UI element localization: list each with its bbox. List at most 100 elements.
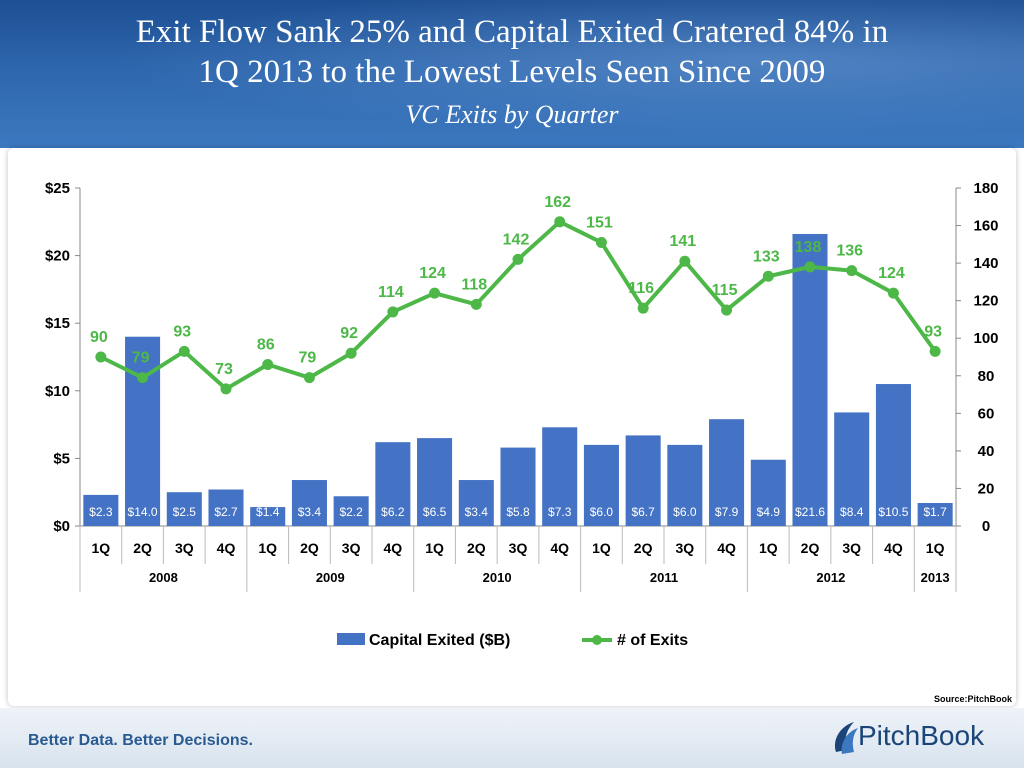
left-tick-label: $15	[45, 315, 70, 332]
exits-point	[929, 345, 941, 357]
left-tick-label: $25	[45, 180, 70, 197]
bar-value-label: $6.5	[423, 505, 447, 519]
bar-value-label: $2.2	[339, 505, 363, 519]
year-label: 2008	[149, 570, 178, 585]
exits-value-label: 124	[878, 265, 905, 282]
exits-value-label: 162	[544, 194, 571, 211]
exits-point	[846, 265, 858, 277]
exits-value-label: 79	[299, 350, 317, 367]
quarter-label: 2Q	[133, 540, 152, 556]
quarter-label: 2Q	[467, 540, 486, 556]
bar	[417, 438, 453, 526]
right-tick-label: 140	[973, 255, 998, 272]
quarter-label: 1Q	[759, 540, 778, 556]
bar	[500, 447, 536, 526]
exits-point	[804, 261, 816, 273]
legend-line-label: # of Exits	[617, 632, 688, 649]
bar-value-label: $2.5	[173, 505, 197, 519]
pitchbook-logo-icon	[834, 722, 858, 754]
exits-point	[512, 253, 524, 265]
footer-tagline: Better Data. Better Decisions.	[28, 732, 253, 749]
legend-bar-swatch	[337, 633, 365, 645]
bar-value-label: $3.4	[465, 505, 489, 519]
bar-value-label: $8.4	[840, 505, 864, 519]
bar-value-label: $6.2	[381, 505, 405, 519]
bar-value-label: $1.4	[256, 505, 280, 519]
exits-value-label: 116	[628, 280, 654, 297]
exits-point	[679, 255, 691, 267]
exits-point	[470, 298, 482, 310]
exits-value-label: 118	[461, 276, 487, 293]
quarter-label: 1Q	[92, 540, 111, 556]
bar-value-label: $7.3	[548, 505, 572, 519]
exits-value-label: 79	[132, 350, 150, 367]
chart-area: $0 $5 $10 $15 $20 $25 0 20 40 60 80 100 120 140 160 180…	[45, 180, 999, 649]
quarter-label: 4Q	[884, 540, 903, 556]
exits-value-label: 115	[712, 282, 738, 299]
exits-value-label: 124	[419, 265, 446, 282]
right-tick-label: 0	[982, 518, 990, 535]
exits-point	[387, 306, 399, 318]
source-note: Source:PitchBook	[933, 694, 1012, 704]
exits-point	[137, 372, 149, 384]
bar-value-label: $6.0	[590, 505, 614, 519]
quarter-label: 4Q	[717, 540, 736, 556]
header-banner: Exit Flow Sank 25% and Capital Exited Cr…	[0, 0, 1024, 148]
quarter-label: 1Q	[258, 540, 277, 556]
title-line-1: Exit Flow Sank 25% and Capital Exited Cr…	[135, 14, 889, 50]
bar-value-label: $10.5	[878, 505, 908, 519]
logo-text: PitchBook	[858, 720, 985, 751]
page-title: Exit Flow Sank 25% and Capital Exited Cr…	[0, 12, 1024, 92]
left-tick-label: $20	[45, 248, 70, 265]
right-tick-label: 120	[973, 293, 998, 310]
exits-value-label: 141	[670, 233, 697, 250]
bar-value-label: $4.9	[757, 505, 781, 519]
exits-point	[595, 236, 607, 248]
year-label: 2010	[483, 570, 512, 585]
bar-value-label: $7.9	[715, 505, 739, 519]
year-label: 2011	[650, 570, 678, 585]
quarter-label: 4Q	[550, 540, 569, 556]
right-tick-label: 100	[973, 330, 998, 347]
exits-value-label: 90	[90, 329, 108, 346]
bar	[375, 442, 411, 526]
bar	[542, 427, 578, 526]
quarter-label: 3Q	[842, 540, 861, 556]
bar	[875, 384, 911, 526]
exits-point	[303, 372, 315, 384]
bar-value-label: $21.6	[795, 505, 825, 519]
exits-point	[721, 304, 733, 316]
exits-point	[887, 287, 899, 299]
bar-value-label: $2.7	[214, 505, 238, 519]
right-tick-label: 160	[973, 218, 998, 235]
quarter-label: 3Q	[676, 540, 695, 556]
bar	[625, 435, 661, 526]
quarter-label: 2Q	[300, 540, 319, 556]
exits-value-label: 138	[795, 239, 822, 256]
quarter-label: 3Q	[342, 540, 361, 556]
exits-point	[220, 383, 232, 395]
bar	[917, 503, 953, 526]
quarter-label: 2Q	[634, 540, 653, 556]
bar	[333, 496, 369, 526]
bar-value-label: $2.3	[89, 505, 113, 519]
bar-value-label: $5.8	[506, 505, 530, 519]
exits-value-label: 86	[257, 337, 275, 354]
exits-value-label: 73	[215, 361, 233, 378]
quarter-label: 4Q	[384, 540, 403, 556]
quarter-label: 2Q	[801, 540, 820, 556]
bar	[583, 444, 619, 526]
exits-point	[262, 359, 274, 371]
bar	[166, 492, 202, 526]
quarter-label: 3Q	[509, 540, 528, 556]
bar-value-label: $14.0	[128, 505, 158, 519]
left-tick-label: $10	[45, 383, 70, 400]
year-label: 2012	[816, 570, 845, 585]
exits-value-label: 142	[503, 231, 530, 248]
left-tick-label: $5	[53, 450, 70, 467]
exits-point	[345, 347, 357, 359]
bar	[458, 480, 494, 526]
right-tick-label: 180	[973, 180, 998, 197]
bar	[250, 507, 286, 526]
exits-point	[178, 345, 190, 357]
